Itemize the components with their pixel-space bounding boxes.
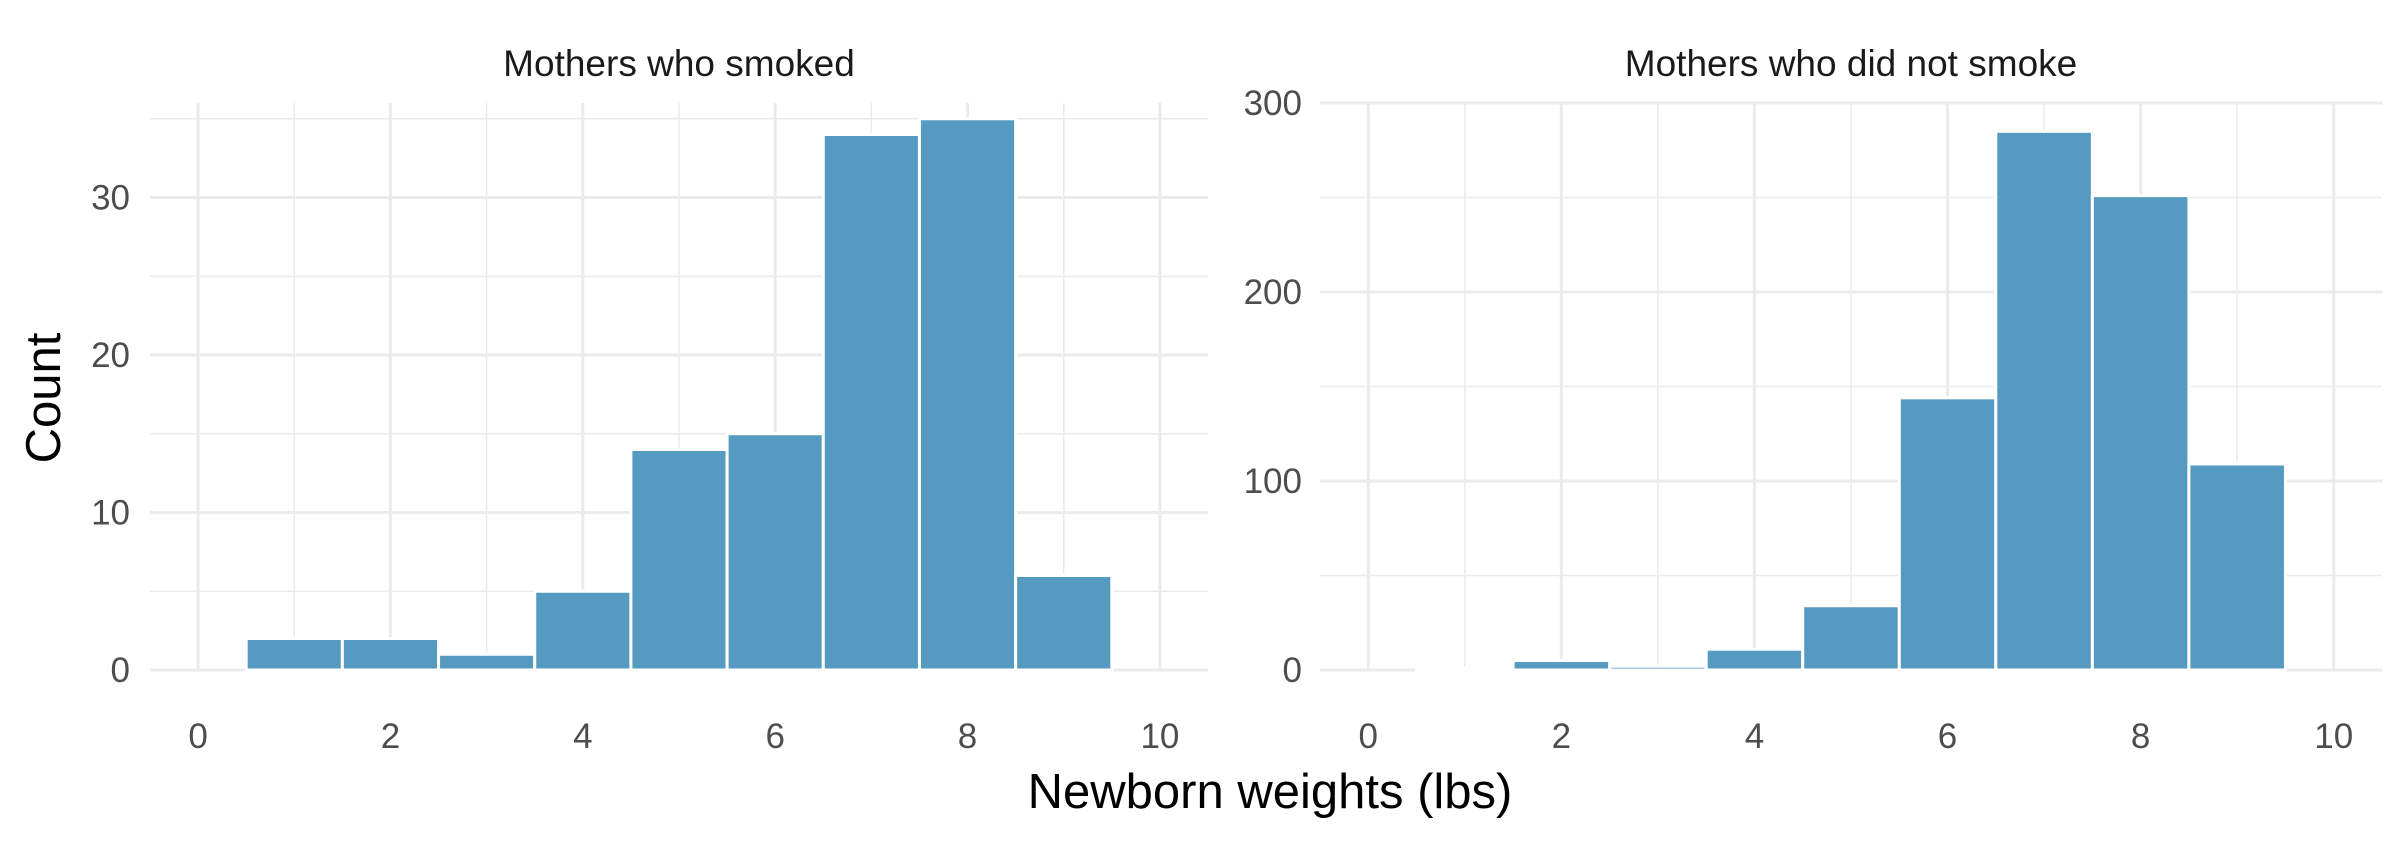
x-tick-label: 0: [1359, 717, 1378, 756]
y-tick-label: 10: [91, 494, 130, 533]
x-tick-label: 2: [1552, 717, 1571, 756]
histogram-bar: [244, 637, 344, 672]
y-axis-title: Count: [17, 332, 71, 463]
histogram-bar: [437, 652, 537, 672]
histogram-bar: [821, 133, 921, 672]
histogram-bar: [725, 432, 825, 672]
x-tick-label: 4: [573, 717, 592, 756]
histogram-bar: [1897, 396, 1998, 672]
histogram-bar: [1801, 604, 1901, 672]
histogram-bar: [340, 637, 441, 672]
y-tick-label: 300: [1244, 84, 1302, 123]
histogram-bar: [1014, 574, 1114, 672]
histogram-bar: [2090, 194, 2191, 672]
x-tick-label: 10: [1140, 717, 1179, 756]
panel-smoked: 0 10 20 30 0 2 4 6 8 10 Mothers who smoked: [91, 43, 1208, 756]
histogram-bar: [2187, 462, 2287, 672]
panel-not-smoked: 0 100 200 300 0 2 4 6 8 10 Mothers who did not smo…: [1244, 43, 2382, 756]
histogram-bar: [1511, 659, 1612, 672]
histogram-bar: [629, 448, 729, 672]
panel-title: Mothers who smoked: [503, 43, 855, 84]
y-tick-label: 0: [111, 651, 130, 690]
x-tick-label: 0: [188, 717, 207, 756]
y-tick-label: 200: [1244, 273, 1302, 312]
x-tick-label: 6: [1938, 717, 1957, 756]
histogram-bar: [533, 589, 633, 672]
y-tick-label: 100: [1244, 462, 1302, 501]
x-tick-label: 6: [765, 717, 784, 756]
y-tick-label: 30: [91, 179, 130, 218]
histogram-bar: [917, 117, 1018, 672]
y-tick-label: 0: [1283, 651, 1302, 690]
panel-title: Mothers who did not smoke: [1625, 43, 2077, 84]
x-tick-label: 4: [1745, 717, 1764, 756]
x-tick-label: 8: [958, 717, 977, 756]
histogram-bar: [1415, 666, 1515, 672]
histogram-bar: [1704, 647, 1805, 672]
x-axis-title: Newborn weights (lbs): [1028, 765, 1513, 819]
x-tick-label: 8: [2131, 717, 2150, 756]
x-tick-label: 10: [2314, 717, 2353, 756]
histogram-bar: [1994, 129, 2094, 672]
histogram-bar: [1608, 664, 1708, 672]
y-tick-label: 20: [91, 336, 130, 375]
x-tick-label: 2: [381, 717, 400, 756]
